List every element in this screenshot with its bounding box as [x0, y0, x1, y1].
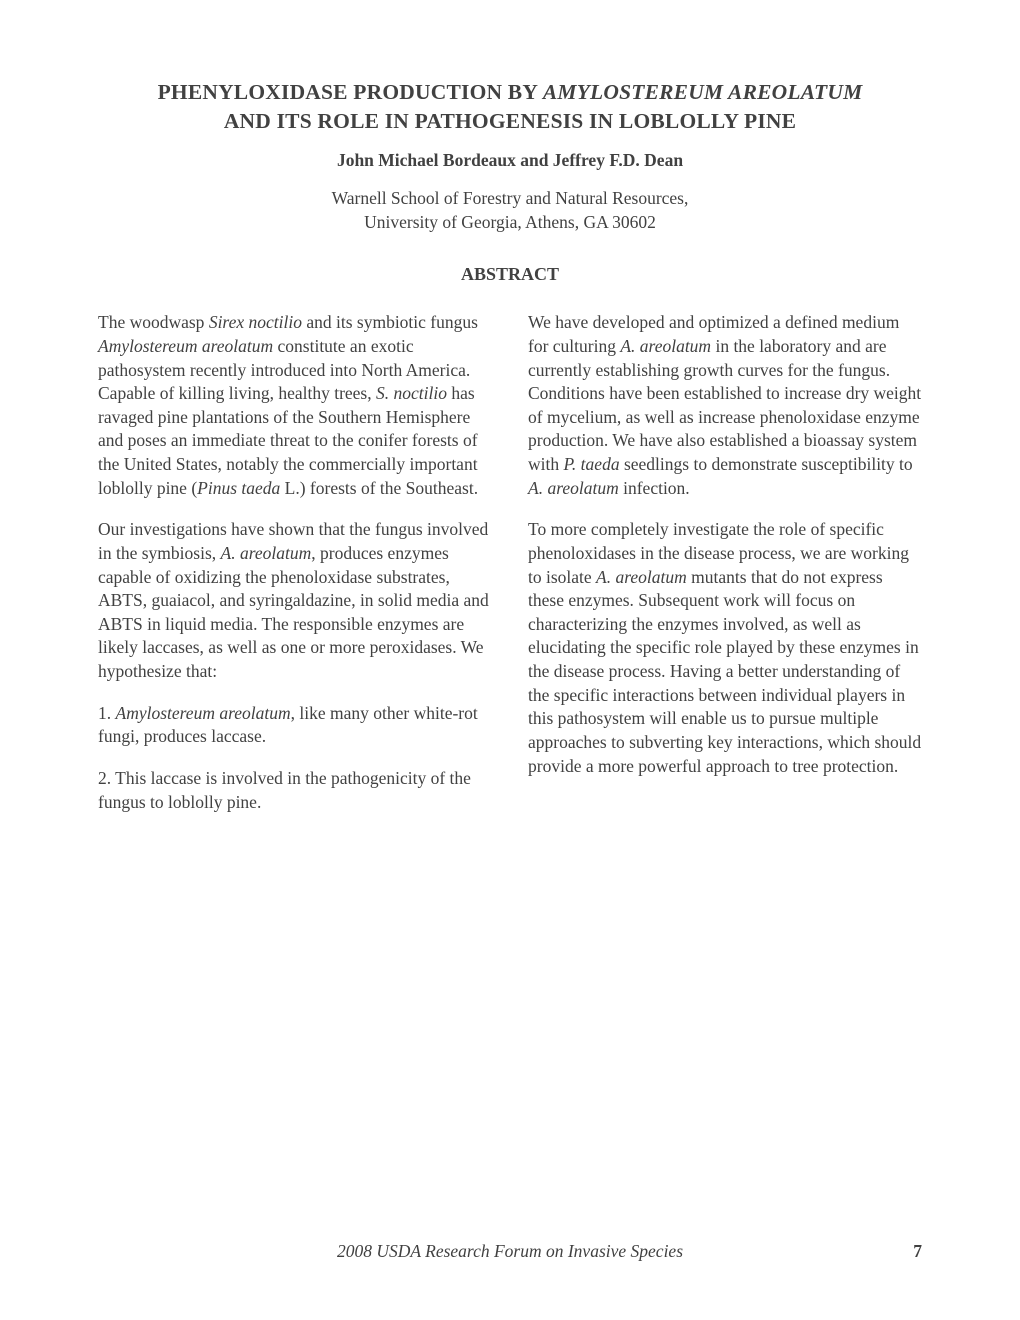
left-para-4: 2. This laccase is involved in the patho… [98, 767, 492, 814]
text-run-italic: A. areolatum [620, 336, 711, 356]
text-run-italic: A. areolatum [528, 478, 619, 498]
text-run: The woodwasp [98, 312, 209, 332]
text-run-italic: S. noctilio [376, 383, 447, 403]
abstract-columns: The woodwasp Sirex noctilio and its symb… [98, 311, 922, 832]
title-line2: AND ITS ROLE IN PATHOGENESIS IN LOBLOLLY… [224, 109, 796, 133]
text-run: mutants that do not express these enzyme… [528, 567, 921, 776]
text-run: , produces enzymes capable of oxidizing … [98, 543, 489, 681]
left-column: The woodwasp Sirex noctilio and its symb… [98, 311, 492, 832]
paper-title: PHENYLOXIDASE PRODUCTION BY AMYLOSTEREUM… [98, 78, 922, 136]
page-footer: 2008 USDA Research Forum on Invasive Spe… [98, 1241, 922, 1262]
text-run-italic: P. taeda [564, 454, 620, 474]
left-para-2: Our investigations have shown that the f… [98, 518, 492, 683]
text-run: seedlings to demonstrate susceptibility … [620, 454, 913, 474]
title-line1-pre: PHENYLOXIDASE PRODUCTION BY [158, 80, 543, 104]
right-para-1: We have developed and optimized a define… [528, 311, 922, 500]
text-run: infection. [619, 478, 690, 498]
title-line1-italic: AMYLOSTEREUM AREOLATUM [543, 80, 863, 104]
text-run: and its symbiotic fungus [302, 312, 478, 332]
page-number: 7 [913, 1241, 922, 1262]
affiliation-line2: University of Georgia, Athens, GA 30602 [364, 212, 656, 232]
right-para-2: To more completely investigate the role … [528, 518, 922, 778]
affiliation: Warnell School of Forestry and Natural R… [98, 187, 922, 234]
abstract-heading: ABSTRACT [98, 264, 922, 285]
affiliation-line1: Warnell School of Forestry and Natural R… [332, 188, 689, 208]
text-run-italic: Pinus taeda [197, 478, 280, 498]
authors: John Michael Bordeaux and Jeffrey F.D. D… [98, 150, 922, 171]
right-column: We have developed and optimized a define… [528, 311, 922, 832]
text-run: 1. [98, 703, 116, 723]
footer-venue: 2008 USDA Research Forum on Invasive Spe… [98, 1241, 922, 1262]
text-run: L.) forests of the Southeast. [280, 478, 478, 498]
left-para-1: The woodwasp Sirex noctilio and its symb… [98, 311, 492, 500]
text-run-italic: Amylostereum areolatum [98, 336, 273, 356]
text-run-italic: A. areolatum [221, 543, 312, 563]
text-run-italic: Amylostereum areolatum [116, 703, 291, 723]
text-run-italic: A. areolatum [596, 567, 687, 587]
left-para-3: 1. Amylostereum areolatum, like many oth… [98, 702, 492, 749]
text-run-italic: Sirex noctilio [209, 312, 302, 332]
